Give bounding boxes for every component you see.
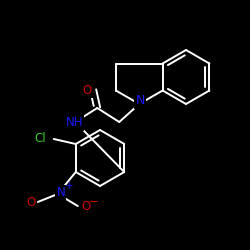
- Text: −: −: [89, 194, 99, 207]
- Text: +: +: [66, 181, 74, 191]
- Text: N: N: [136, 94, 145, 108]
- Text: O: O: [82, 200, 91, 213]
- Text: O: O: [82, 84, 92, 96]
- Text: Cl: Cl: [34, 132, 46, 145]
- Text: NH: NH: [66, 116, 83, 130]
- Text: O: O: [26, 196, 36, 209]
- Text: N: N: [56, 186, 65, 200]
